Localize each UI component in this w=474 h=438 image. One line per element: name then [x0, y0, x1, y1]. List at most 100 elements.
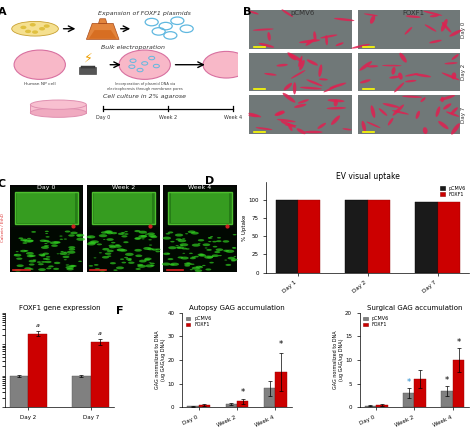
- Circle shape: [232, 247, 236, 248]
- Ellipse shape: [405, 73, 419, 77]
- Circle shape: [155, 248, 161, 250]
- Circle shape: [169, 264, 174, 265]
- Circle shape: [120, 249, 127, 252]
- Circle shape: [18, 237, 23, 239]
- Point: [83, 110, 89, 115]
- Circle shape: [226, 250, 234, 253]
- Point: [83, 102, 89, 107]
- Circle shape: [44, 245, 49, 247]
- Circle shape: [38, 263, 44, 265]
- Polygon shape: [99, 19, 107, 23]
- Circle shape: [232, 247, 236, 249]
- Ellipse shape: [283, 93, 295, 102]
- Circle shape: [27, 238, 31, 239]
- Ellipse shape: [306, 39, 314, 46]
- Circle shape: [89, 265, 93, 267]
- Circle shape: [87, 242, 95, 246]
- Ellipse shape: [404, 27, 412, 35]
- Circle shape: [217, 237, 221, 239]
- Circle shape: [111, 232, 117, 234]
- Circle shape: [177, 247, 181, 248]
- Ellipse shape: [318, 123, 326, 129]
- Circle shape: [61, 251, 64, 252]
- Circle shape: [233, 234, 237, 235]
- Circle shape: [25, 30, 31, 33]
- Bar: [88, 229, 158, 272]
- Circle shape: [181, 257, 189, 260]
- Circle shape: [53, 241, 60, 244]
- Circle shape: [208, 241, 211, 242]
- Circle shape: [182, 253, 185, 254]
- Bar: [168, 192, 232, 224]
- Ellipse shape: [362, 121, 366, 132]
- Text: *: *: [456, 338, 461, 347]
- Circle shape: [124, 257, 128, 258]
- Ellipse shape: [291, 70, 305, 79]
- Point: [27, 110, 33, 115]
- Bar: [298, 200, 320, 272]
- Circle shape: [99, 269, 106, 272]
- Circle shape: [170, 241, 174, 242]
- Circle shape: [135, 237, 142, 240]
- Circle shape: [163, 237, 171, 240]
- Text: Day 0: Day 0: [96, 115, 110, 120]
- Bar: [414, 379, 426, 407]
- Ellipse shape: [452, 54, 459, 60]
- Text: D: D: [205, 176, 215, 186]
- Circle shape: [28, 268, 34, 270]
- Circle shape: [30, 240, 34, 241]
- Circle shape: [202, 265, 206, 266]
- Text: Week 4: Week 4: [189, 185, 212, 190]
- Circle shape: [117, 249, 120, 251]
- Circle shape: [204, 255, 213, 259]
- Circle shape: [64, 238, 67, 240]
- Circle shape: [44, 25, 50, 28]
- Circle shape: [155, 251, 160, 252]
- Ellipse shape: [294, 104, 306, 108]
- Circle shape: [180, 243, 188, 246]
- Ellipse shape: [438, 121, 448, 129]
- Circle shape: [66, 268, 74, 270]
- Circle shape: [101, 231, 108, 234]
- Ellipse shape: [442, 73, 459, 80]
- Circle shape: [31, 231, 36, 233]
- Circle shape: [24, 250, 28, 252]
- Circle shape: [111, 242, 115, 244]
- Ellipse shape: [379, 108, 387, 116]
- Circle shape: [38, 254, 45, 256]
- Text: Expansion of FOXF1 plasmids: Expansion of FOXF1 plasmids: [98, 11, 191, 16]
- Circle shape: [199, 254, 203, 255]
- Bar: [88, 187, 158, 227]
- Circle shape: [211, 254, 219, 257]
- Y-axis label: % Uptake: % Uptake: [242, 214, 247, 240]
- Ellipse shape: [30, 108, 86, 117]
- Circle shape: [145, 233, 149, 235]
- Circle shape: [27, 255, 34, 257]
- Circle shape: [76, 237, 85, 241]
- Circle shape: [148, 239, 152, 240]
- Circle shape: [150, 236, 157, 238]
- Circle shape: [168, 231, 173, 233]
- Circle shape: [14, 254, 18, 255]
- Circle shape: [190, 257, 196, 259]
- Circle shape: [117, 248, 125, 251]
- Ellipse shape: [327, 107, 346, 110]
- Text: Week 2: Week 2: [111, 185, 135, 190]
- Circle shape: [43, 253, 49, 255]
- Ellipse shape: [449, 30, 462, 37]
- Ellipse shape: [12, 21, 58, 36]
- Circle shape: [212, 241, 217, 243]
- Circle shape: [106, 231, 111, 233]
- Bar: [226, 404, 237, 407]
- Circle shape: [198, 239, 204, 241]
- Ellipse shape: [334, 18, 355, 21]
- Ellipse shape: [359, 61, 372, 71]
- Circle shape: [121, 262, 126, 263]
- Circle shape: [223, 250, 229, 252]
- Ellipse shape: [370, 15, 375, 24]
- Text: A: A: [0, 7, 6, 18]
- Circle shape: [192, 244, 201, 247]
- Circle shape: [121, 235, 128, 237]
- Circle shape: [50, 241, 58, 244]
- Circle shape: [145, 258, 152, 260]
